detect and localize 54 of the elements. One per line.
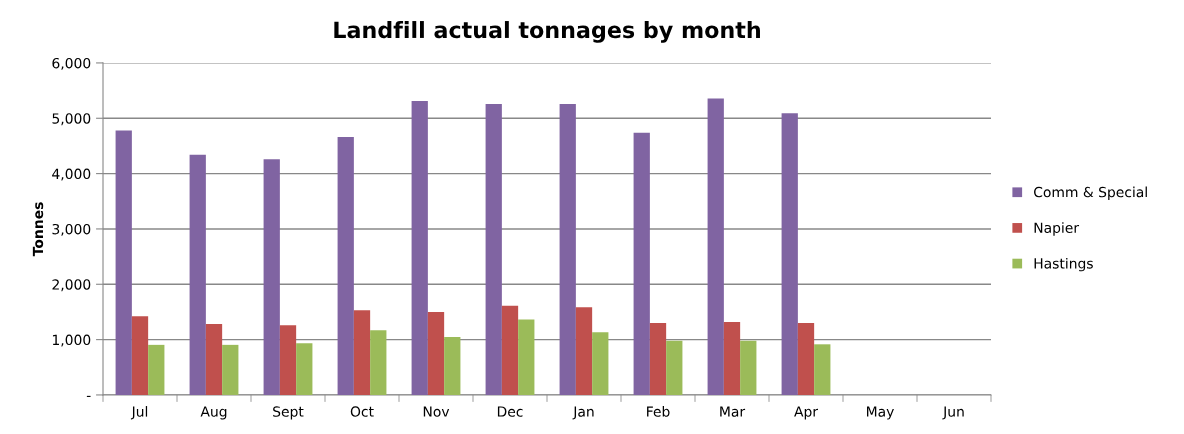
x-tick-label: Jan (572, 406, 594, 420)
y-tick-label: 4,000 (52, 168, 91, 181)
bar (723, 321, 741, 395)
y-tick-label: - (86, 395, 91, 397)
x-tick-label: Mar (720, 406, 746, 417)
bar (189, 154, 206, 395)
bar (131, 316, 149, 395)
x-tick-label: Sept (273, 406, 304, 420)
bar (222, 344, 239, 395)
bar (559, 103, 576, 395)
bar (633, 132, 650, 395)
x-tick-label: Apr (794, 406, 819, 420)
x-tick-label: Oct (350, 406, 374, 417)
bar (797, 323, 815, 395)
bar (740, 340, 757, 395)
y-tick-label: 2,000 (52, 279, 91, 292)
x-tick-label: Jun (942, 406, 964, 420)
y-tick-label: 6,000 (52, 57, 91, 70)
legend-label: Napier (1034, 222, 1080, 236)
x-tick-label: Dec (497, 406, 523, 417)
bar (279, 325, 297, 395)
bar (427, 311, 445, 395)
bar (444, 337, 461, 395)
bar (370, 330, 387, 395)
x-tick-label: May (867, 406, 894, 420)
y-axis-title: Tonnes (32, 202, 44, 257)
bar (337, 137, 354, 395)
bar (575, 307, 593, 395)
bar (501, 305, 519, 395)
bar (649, 323, 667, 395)
bar (518, 319, 535, 395)
legend-label: Comm & Special (1034, 186, 1147, 200)
bar (263, 159, 280, 395)
x-tick-label: Nov (423, 406, 450, 417)
bar (205, 324, 223, 395)
bar (115, 130, 132, 395)
x-tick-label: Aug (200, 406, 227, 420)
y-tick-label: 5,000 (52, 113, 91, 126)
bar (353, 310, 371, 395)
chart-title: Landfill actual tonnages by month (334, 21, 760, 43)
bar (814, 344, 831, 395)
bar (781, 113, 798, 395)
y-tick-label: 1,000 (52, 334, 91, 347)
x-tick-label: Feb (647, 406, 670, 417)
legend-label: Hastings (1034, 257, 1093, 272)
bar (411, 101, 428, 395)
bar (707, 98, 724, 395)
x-tick-label: Jul (130, 406, 148, 420)
bar (592, 332, 609, 395)
bar (148, 344, 165, 395)
bar (666, 340, 683, 395)
bar (296, 343, 313, 395)
bar (485, 103, 502, 395)
y-tick-label: 3,000 (52, 223, 91, 236)
